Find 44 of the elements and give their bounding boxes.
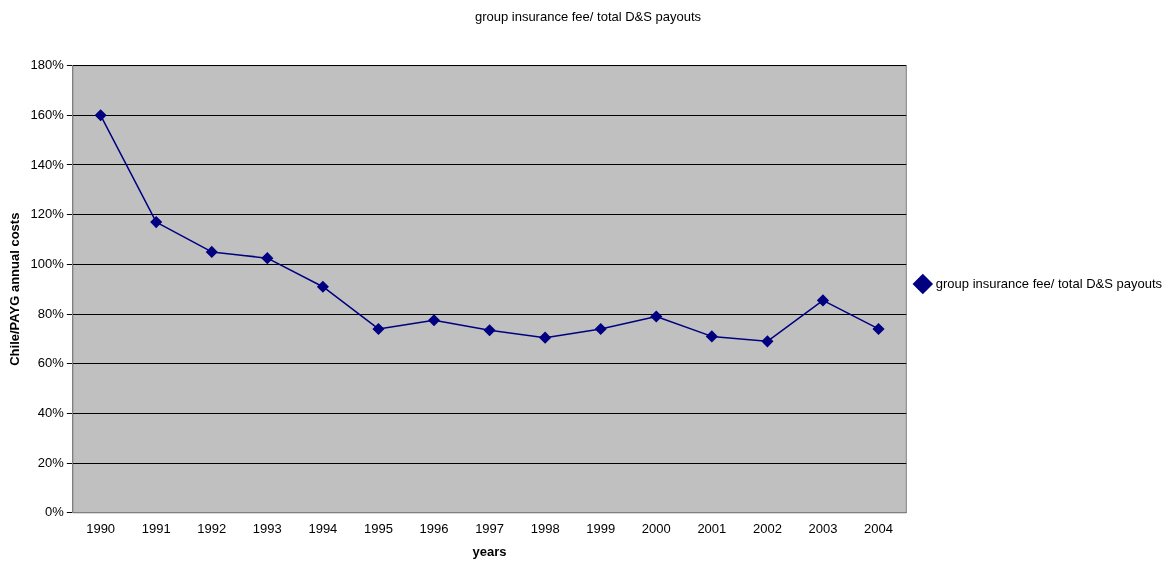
point [706,330,718,343]
point [539,331,551,344]
x-tick-label: 2000 [641,521,671,537]
y-tick-label: 40% [37,405,65,420]
x-tick-label: 1996 [419,521,449,537]
x-tick-label: 2004 [864,521,893,537]
point [261,252,274,264]
x-axis-title: years [472,543,507,559]
y-tick-label: 140% [30,156,65,172]
point [761,335,774,348]
point [483,324,496,336]
y-tick-label: 160% [30,106,65,122]
point [206,246,218,258]
y-tick-label: 180% [30,57,65,73]
y-tick-label: 100% [30,255,65,271]
point [317,280,329,293]
y-tick-label: 20% [37,454,65,470]
point [428,314,440,327]
y-axis-title: Chile/PAYG annual costs [7,212,23,366]
x-tick-label: 1990 [86,521,116,537]
chart-title: group insurance fee/ total D&S payouts [474,9,702,25]
legend-label: group insurance fee/ total D&S payouts [935,275,1163,291]
x-tick-label: 1994 [308,521,338,537]
x-tick-label: 2003 [808,521,838,537]
point [150,216,162,228]
point [372,323,385,335]
x-tick-label: 2002 [752,521,782,537]
y-tick-label: 80% [37,305,65,321]
y-tick-label: 120% [30,206,65,222]
y-tick-label: 0% [45,504,65,520]
x-tick-label: 1997 [475,521,505,537]
point [94,109,107,122]
point [594,323,607,335]
point [650,310,663,323]
x-tick-label: 1991 [141,521,171,537]
x-tick-label: 1993 [252,521,282,537]
x-tick-label: 1992 [197,521,227,537]
x-tick-label: 1995 [363,521,393,537]
x-tick-label: 1998 [530,521,560,537]
x-tick-label: 1999 [586,521,616,537]
point [872,323,885,335]
x-tick-label: 2001 [697,521,727,537]
y-tick-label: 60% [37,355,65,371]
point [817,294,829,307]
